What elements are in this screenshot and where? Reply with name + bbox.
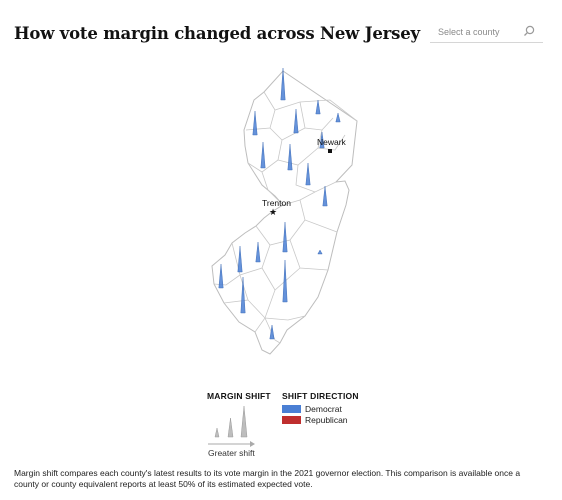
- county-spike[interactable]: [305, 162, 311, 186]
- county-borders: [213, 91, 358, 344]
- trenton-star-icon: ★: [269, 208, 277, 218]
- republican-legend-label: Republican: [305, 415, 348, 425]
- county-spike[interactable]: [218, 263, 224, 289]
- county-spike[interactable]: [260, 141, 266, 169]
- county-spike[interactable]: [237, 245, 243, 273]
- county-spike[interactable]: [287, 143, 293, 171]
- county-spike[interactable]: [317, 249, 323, 255]
- footnote: Margin shift compares each county's late…: [14, 468, 521, 489]
- democrat-legend-label: Democrat: [305, 404, 342, 414]
- county-spike[interactable]: [315, 99, 321, 115]
- trenton-label: Trenton: [262, 198, 291, 208]
- county-spike[interactable]: [282, 221, 288, 253]
- margin-shift-legend-spikes: [214, 405, 248, 438]
- legend-spike-large: [240, 405, 248, 438]
- margin-shift-legend-title: MARGIN SHIFT: [207, 391, 271, 401]
- county-spike[interactable]: [293, 108, 299, 134]
- county-spike[interactable]: [335, 112, 341, 123]
- county-spike[interactable]: [269, 324, 275, 340]
- shift-direction-legend-title: SHIFT DIRECTION: [282, 391, 359, 401]
- county-search[interactable]: [430, 22, 543, 43]
- search-icon[interactable]: [523, 25, 535, 37]
- page-title: How vote margin changed across New Jerse…: [14, 24, 420, 43]
- newark-label: Newark: [317, 137, 347, 147]
- legend-spike-small: [214, 427, 220, 438]
- county-spike[interactable]: [280, 67, 286, 101]
- democrat-swatch: [282, 405, 301, 413]
- county-spike[interactable]: [252, 110, 258, 136]
- county-spike[interactable]: [255, 241, 261, 263]
- state-outline: [211, 70, 358, 355]
- greater-shift-arrowhead: [250, 441, 255, 447]
- county-spike[interactable]: [319, 131, 325, 149]
- county-spike[interactable]: [240, 276, 246, 314]
- republican-swatch: [282, 416, 301, 424]
- county-spike[interactable]: [322, 185, 328, 207]
- newark-marker: [328, 149, 332, 153]
- margin-shift-spikes: [218, 67, 341, 340]
- county-spike[interactable]: [282, 259, 288, 303]
- county-search-input[interactable]: [430, 22, 526, 42]
- legend-spike-medium: [227, 417, 234, 438]
- greater-shift-label: Greater shift: [208, 448, 255, 458]
